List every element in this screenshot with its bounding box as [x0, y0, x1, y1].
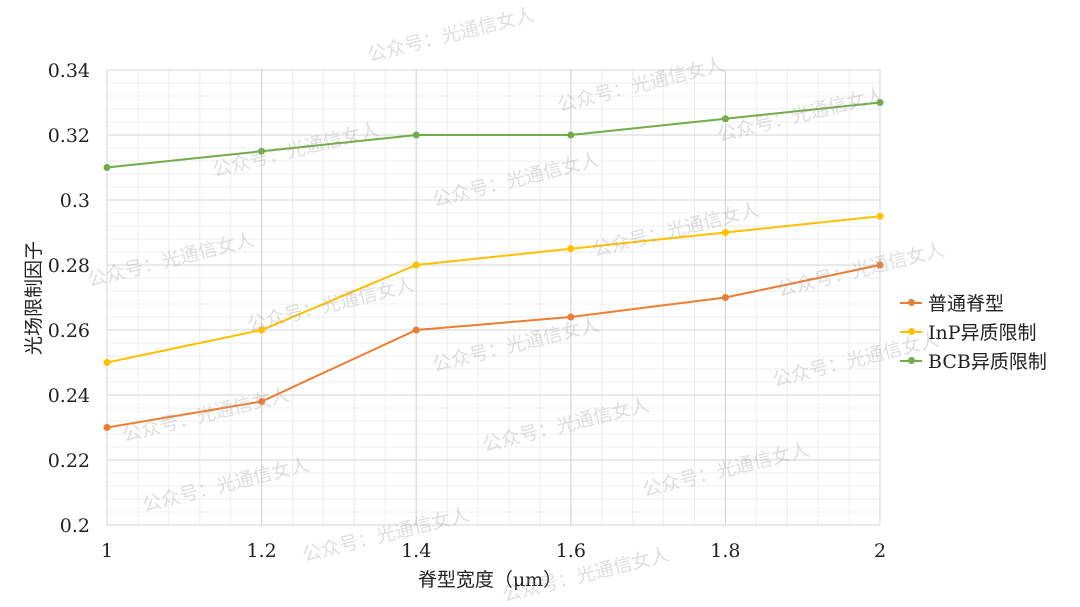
y-tick-label: 0.32 [48, 125, 90, 147]
legend-swatch [900, 327, 922, 335]
data-point [412, 261, 420, 269]
x-tick-label: 1 [101, 540, 113, 562]
series-line [106, 215, 881, 364]
y-tick-label: 0.3 [60, 190, 90, 212]
data-point [103, 359, 111, 366]
data-point [721, 294, 729, 301]
y-axis-ticks: 0.2 0.22 0.24 0.26 0.28 0.3 0.32 0.34 [48, 60, 90, 537]
x-axis-ticks: 1 1.2 1.4 1.6 1.8 2 [101, 540, 886, 562]
data-point [103, 164, 111, 171]
y-tick-label: 0.2 [60, 515, 90, 537]
data-point [721, 115, 729, 123]
y-tick-label: 0.34 [48, 60, 90, 82]
data-point [258, 326, 266, 334]
legend-label: BCB异质限制 [928, 351, 1047, 373]
series-1 [103, 212, 884, 366]
series-lines [103, 99, 884, 431]
data-point [258, 147, 266, 155]
legend-label: 普通脊型 [928, 293, 1005, 315]
series-line [106, 101, 881, 169]
data-point [103, 424, 111, 431]
data-point [876, 261, 884, 269]
data-point [567, 245, 575, 253]
x-axis-label: 脊型宽度（μm） [418, 569, 562, 591]
series-line [106, 264, 881, 429]
series-0 [103, 261, 884, 431]
y-tick-label: 0.24 [48, 385, 90, 407]
x-tick-label: 1.6 [556, 540, 586, 562]
data-point [721, 229, 729, 236]
series-2 [103, 99, 884, 171]
y-tick-label: 0.22 [48, 450, 90, 472]
x-tick-label: 1.4 [401, 540, 431, 562]
legend-swatch [900, 298, 922, 306]
legend: 普通脊型 InP异质限制 BCB异质限制 [900, 288, 1047, 375]
data-point [876, 212, 884, 220]
x-tick-label: 1.8 [710, 540, 740, 562]
legend-item: 普通脊型 [900, 288, 1047, 317]
data-point [567, 313, 575, 321]
legend-label: InP异质限制 [928, 322, 1037, 344]
grid [106, 69, 881, 526]
y-axis-label: 光场限制因子 [23, 241, 45, 355]
y-tick-label: 0.26 [48, 320, 90, 342]
data-point [412, 326, 420, 334]
x-tick-label: 2 [874, 540, 886, 562]
legend-item: BCB异质限制 [900, 346, 1047, 375]
legend-swatch [900, 356, 922, 364]
legend-item: InP异质限制 [900, 317, 1047, 346]
data-point [876, 99, 884, 106]
data-point [412, 131, 420, 139]
x-tick-label: 1.2 [246, 540, 276, 562]
data-point [258, 398, 266, 405]
y-tick-label: 0.28 [48, 255, 90, 277]
data-point [567, 131, 575, 139]
